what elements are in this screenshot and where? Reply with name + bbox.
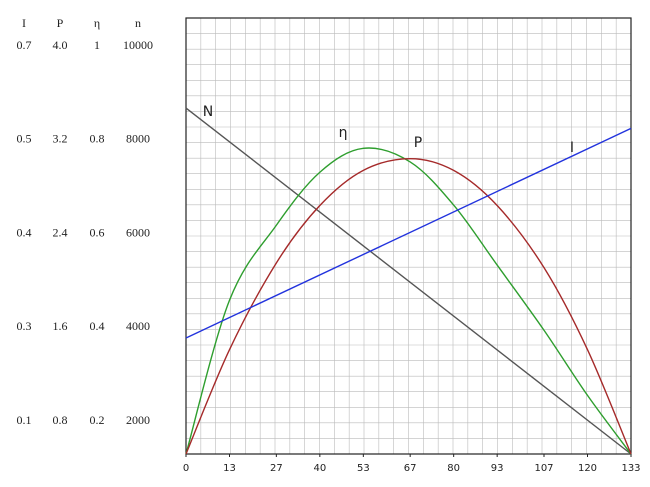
axis-header: I <box>22 16 26 30</box>
plot-frame <box>185 17 632 455</box>
series-label: η <box>339 125 348 141</box>
series-label: P <box>414 135 422 151</box>
x-tick-label: 27 <box>270 463 283 474</box>
series-label: I <box>570 140 574 156</box>
y-tick-label: 4000 <box>126 319 150 333</box>
y-tick-label: 2.4 <box>53 225 68 239</box>
y-tick-label: 0.2 <box>90 413 105 427</box>
x-tick-label: 13 <box>223 463 236 474</box>
x-tick-label: 80 <box>447 463 460 474</box>
series-label: N <box>203 104 213 120</box>
x-tick-label: 0 <box>183 463 189 474</box>
y-tick-label: 0.4 <box>90 319 105 333</box>
y-tick-label: 4.0 <box>53 38 68 52</box>
series-line <box>185 157 632 455</box>
y-tick-label: 2000 <box>126 413 150 427</box>
y-tick-label: 0.4 <box>17 225 32 239</box>
x-tick-label: 93 <box>491 463 504 474</box>
y-tick-label: 6000 <box>126 225 150 239</box>
y-tick-label: 3.2 <box>53 132 68 146</box>
y-tick-label: 10000 <box>123 38 153 52</box>
y-tick-label: 0.8 <box>53 413 68 427</box>
y-tick-label: 1.6 <box>53 319 68 333</box>
y-tick-label: 1 <box>94 38 100 52</box>
axis-header: P <box>57 16 64 30</box>
axis-header: n <box>135 16 141 30</box>
axis-header: η <box>94 16 100 30</box>
y-tick-label: 0.6 <box>90 225 105 239</box>
x-tick-label: 67 <box>404 463 417 474</box>
x-tick-label: 120 <box>578 463 597 474</box>
x-tick-label: 40 <box>313 463 326 474</box>
y-tick-label: 0.7 <box>17 38 32 52</box>
y-tick-label: 0.1 <box>17 413 32 427</box>
y-tick-label: 8000 <box>126 132 150 146</box>
x-tick-label: 53 <box>357 463 370 474</box>
x-tick-label: 133 <box>621 463 640 474</box>
y-tick-label: 0.8 <box>90 132 105 146</box>
series-line <box>185 107 632 455</box>
series-line <box>185 127 632 339</box>
x-tick-label: 107 <box>534 463 553 474</box>
y-tick-label: 0.3 <box>17 319 32 333</box>
y-tick-label: 0.5 <box>17 132 32 146</box>
